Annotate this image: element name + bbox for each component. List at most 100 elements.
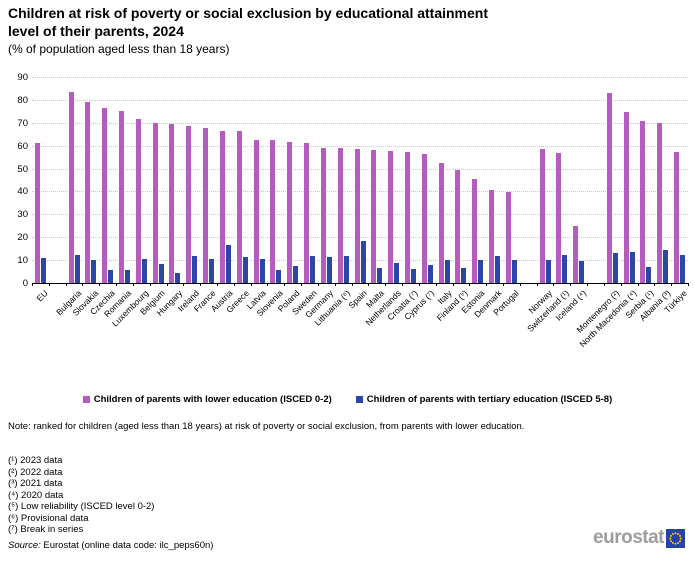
bar-North Macedonia-tertiary — [629, 252, 635, 283]
legend-swatch-tertiary-education — [355, 396, 363, 403]
y-tick-label-40: 40 — [17, 186, 28, 198]
bar-Malta-lower — [371, 150, 377, 283]
legend-label-lower-education: Children of parents with lower education… — [93, 394, 332, 405]
bar-Slovenia-lower — [270, 140, 276, 283]
bar-EU-lower — [34, 142, 40, 283]
bar-Luxembourg-tertiary — [141, 258, 147, 283]
x-axis-line — [32, 283, 688, 284]
bar-Denmark-lower — [489, 189, 495, 283]
bar-North Macedonia-lower — [623, 112, 629, 283]
bar-Germany-lower — [320, 147, 326, 283]
bar-Hungary-lower — [169, 123, 175, 283]
y-tick-label-70: 70 — [17, 117, 28, 129]
bar-EU-tertiary — [40, 257, 46, 283]
bar-Latvia-tertiary — [259, 258, 265, 283]
x-axis-tick — [368, 283, 370, 286]
bar-Montenegro-lower — [606, 93, 612, 283]
footnote-7: (⁷) Break in series — [8, 524, 84, 535]
x-axis-tick — [82, 283, 84, 286]
source-line: Source: Eurostat (online data code: ilc_… — [8, 540, 213, 551]
bar-Greece-lower — [236, 131, 242, 283]
bar-Austria-tertiary — [225, 245, 231, 283]
gridline-20 — [32, 237, 688, 239]
footnote-5: (⁵) Low reliability (ISCED level 0-2) — [8, 501, 155, 512]
bar-Malta-tertiary — [377, 268, 383, 283]
chart-legend: Children of parents with lower education… — [0, 394, 695, 405]
footnote-4: (⁴) 2020 data — [8, 489, 64, 501]
x-axis-tick — [99, 283, 101, 286]
bar-Iceland-lower — [573, 225, 579, 283]
y-tick-label-90: 90 — [17, 72, 28, 83]
y-tick-label-50: 50 — [17, 163, 28, 175]
source-prefix: Source: — [8, 540, 41, 551]
footnote-3: (³) 2021 data — [8, 478, 63, 489]
y-tick-label-20: 20 — [17, 232, 28, 244]
eu-flag-icon — [666, 528, 685, 548]
x-axis-tick — [65, 283, 67, 286]
bar-Italy-lower — [438, 162, 444, 283]
bar-Finland-tertiary — [461, 267, 467, 283]
x-axis-tick — [536, 283, 538, 286]
bar-Lithuania-lower — [337, 148, 343, 283]
gridline-50 — [32, 168, 688, 170]
bar-Cyprus-lower — [421, 154, 427, 283]
gridline-30 — [32, 214, 688, 216]
bar-Albania-tertiary — [663, 250, 669, 283]
y-tick-label-80: 80 — [17, 94, 28, 106]
page-title: Children at risk of poverty or social ex… — [8, 5, 489, 39]
eurostat-logo: eurostat — [593, 527, 685, 549]
x-axis-tick — [284, 283, 286, 286]
bar-Netherlands-tertiary — [394, 263, 400, 283]
bar-France-tertiary — [209, 259, 215, 283]
x-axis-tick — [385, 283, 387, 286]
bar-Slovenia-tertiary — [276, 269, 282, 283]
x-axis-tick — [637, 283, 639, 286]
legend-item-tertiary-education: Children of parents with tertiary educat… — [355, 394, 612, 405]
footnote-6: (⁶) Provisional data — [8, 512, 89, 524]
x-axis-tick — [519, 283, 521, 286]
bar-Romania-tertiary — [125, 269, 130, 283]
x-axis-tick — [217, 283, 219, 286]
bar-Greece-tertiary — [242, 256, 248, 283]
x-axis-tick — [502, 283, 504, 286]
x-axis-tick — [620, 283, 622, 286]
gridline-80 — [32, 99, 688, 101]
x-axis-tick — [486, 283, 488, 286]
bar-Slovakia-tertiary — [91, 259, 97, 283]
bar-Belgium-lower — [152, 122, 158, 283]
x-axis-tick — [570, 283, 572, 286]
x-axis-tick — [149, 283, 151, 286]
x-axis-tick — [418, 283, 420, 286]
bar-Croatia-tertiary — [410, 269, 416, 283]
legend-swatch-lower-education — [82, 396, 90, 403]
bar-Luxembourg-lower — [135, 119, 141, 283]
bar-Finland-lower — [455, 170, 461, 283]
gridline-70 — [32, 122, 688, 124]
bar-Sweden-lower — [304, 143, 310, 283]
bar-Türkiye-lower — [674, 151, 680, 283]
gridline-10 — [32, 260, 688, 262]
bar-Netherlands-lower — [388, 151, 394, 283]
bar-Lithuania-tertiary — [343, 255, 349, 283]
x-axis-tick — [671, 283, 673, 286]
bar-Switzerland-lower — [556, 153, 562, 283]
x-axis-tick — [334, 283, 336, 286]
bar-Portugal-lower — [505, 192, 511, 283]
gridline-90 — [32, 77, 688, 78]
x-axis-tick — [116, 283, 118, 286]
bar-Montenegro-tertiary — [612, 253, 618, 283]
y-tick-label-0: 0 — [22, 278, 28, 289]
x-axis-tick — [32, 283, 33, 286]
x-axis-tick — [587, 283, 589, 286]
plot-area — [32, 77, 689, 286]
y-tick-label-30: 30 — [17, 209, 28, 221]
bar-Croatia-lower — [404, 152, 410, 283]
x-axis-tick — [267, 283, 269, 286]
x-axis-tick — [688, 283, 689, 286]
bar-Czechia-lower — [102, 108, 108, 283]
bar-Cyprus-tertiary — [427, 264, 433, 283]
gridline-40 — [32, 191, 688, 193]
x-label-text: EU — [34, 288, 50, 304]
x-axis-tick — [200, 283, 202, 286]
bar-Romania-lower — [119, 110, 124, 283]
